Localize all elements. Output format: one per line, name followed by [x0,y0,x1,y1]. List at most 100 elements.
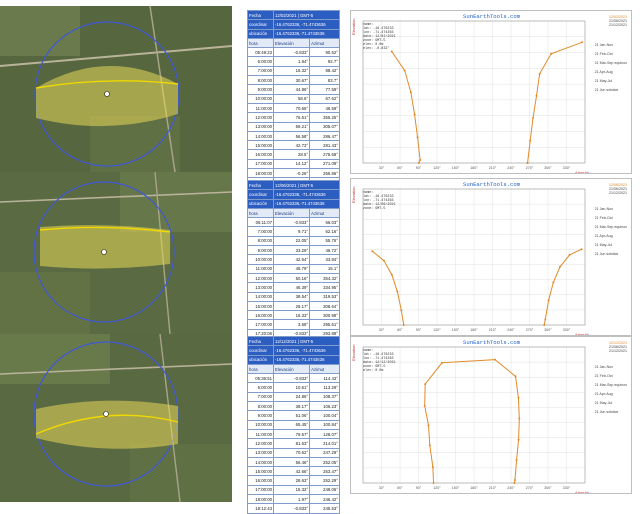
time-cell: 7:00:00 [246,391,275,403]
azimuth-tick-label: 240° [507,166,515,170]
elevation-cell: 22.05° [273,235,311,247]
table-row: 8:00:00 38.17° 106.23° [246,401,340,412]
elevation-cell: -0.833° [273,503,311,514]
azimuth-cell: 246.42° [309,494,340,505]
info-line: elev: 0.0m [363,43,384,47]
azimuth-cell: 88.42° [309,65,340,77]
azimuth-cell: 46.59° [309,102,340,114]
info-line: zone: GMT-5 [363,365,386,369]
info-line: name: [363,191,374,195]
y-axis-label: Elevation [351,187,356,203]
fecha-label: Fecha [246,9,275,21]
month-label: 21 Jan-Nov [594,207,614,211]
elevation-cell: 50.16° [273,272,311,284]
month-label: 21 Jan-Nov [594,365,614,369]
elevation-cell: 3.68° [273,319,311,330]
hourly-sun-point [409,91,412,94]
legend-item: 21/06/2021 [609,19,627,23]
azimuth-tick-label: 330° [563,486,571,490]
table-row: 11:00:00 48.79° 15.1° [246,263,340,274]
hourly-sun-point [390,273,393,276]
column-header-azimut: Azimut [309,207,340,219]
azimuth-tick-label: 150° [452,166,460,170]
time-cell: 9:00:00 [246,84,275,95]
azimuth-cell: 128.07° [309,428,340,440]
sun-path-diagram: 30° 60° 90° 120° 150° 180° 210° 240° 270° 300° 330… [351,19,589,174]
hourly-sun-point [396,290,399,293]
column-header-hora: hora [246,37,275,49]
hourly-sun-point [526,162,529,164]
fecha-value: 12/12/2021 | GMT-5 [273,335,340,347]
elevation-cell: 9.71° [273,226,311,237]
azimuth-cell: 114.43° [309,373,340,384]
elevation-cell: 42.64° [273,254,311,265]
sun-position-table-2: Fecha 12/06/2021 | GMT-5 coordinar -16.476… [246,179,340,340]
elevation-cell: 28.5° [273,149,311,160]
sun-position-table-3: Fecha 12/12/2021 | GMT-5 coordinar -16.476… [246,335,340,514]
column-header-elevacion: Elevación [273,207,311,219]
hourly-sun-point [550,52,553,55]
azimuth-cell: 83.7° [309,75,340,86]
elevation-cell: 65.45° [273,419,311,430]
hourly-sun-point [581,41,584,44]
column-header-azimut: Azimut [309,363,340,375]
azimuth-tick-label: 120° [433,328,441,332]
month-label: 21 Apr-Aug [594,70,613,74]
month-label: 21 May-Jul [594,401,613,405]
azimuth-tick-label: 270° [526,166,534,170]
azimuth-tick-label: 240° [507,328,515,332]
fecha-value: 12/06/2021 | GMT-5 [273,179,340,191]
month-label: 21 Jun solstice [594,410,619,414]
table-row: 6:00:00 1.94° 92.7° [246,56,340,67]
elevation-cell: 76.51° [273,112,311,123]
x-axis-label: Azimuth [575,171,589,174]
satellite-map-2 [0,172,232,334]
month-labels: 21 Jan-Nov 21 Feb-Oct 21 Mar-Sep equinox… [595,205,627,259]
azimuth-tick-label: 300° [544,166,552,170]
azimuth-cell: 355.25° [309,112,340,123]
table-row: 12:00:00 76.51° 355.25° [246,112,340,123]
time-cell: 6:00:00 [246,56,275,67]
fecha-label: Fecha [246,335,275,347]
legend-item: 12/06/2021 [609,183,627,187]
time-cell: 7:00:00 [246,226,275,237]
elevation-cell: 14.12° [273,158,311,170]
month-label: 21 Apr-Aug [594,392,613,396]
elevation-cell: 1.94° [273,56,311,67]
azimuth-cell: 247.29° [309,447,340,458]
azimuth-cell: 108.37° [309,391,340,403]
table-row: 14:00:00 38.54° 319.53° [246,291,340,302]
table-row: 8:00:00 22.05° 55.76° [246,235,340,247]
table-row: 7:00:00 9.71° 62.16° [246,226,340,237]
month-label: 21 Mar-Sep equinox [594,61,627,65]
azimuth-cell: 62.16° [309,226,340,237]
elevation-cell: 48.79° [273,263,311,274]
table-row: 16:00:00 28.63° 252.29° [246,475,340,486]
azimuth-tick-label: 330° [563,166,571,170]
time-cell: 7:00:00 [246,65,275,77]
elevation-cell: 38.54° [273,291,311,302]
site-label: SunEarthTools.com [463,339,521,346]
azimuth-cell: 106.23° [309,401,340,412]
x-axis-label: Azimuth [575,491,589,494]
azimuth-tick-label: 210° [489,486,497,490]
azimuth-tick-label: 210° [489,166,497,170]
time-cell: 15:00:00 [246,140,275,151]
legend-item: 21/12/2021 [609,23,627,27]
table-row: 15:00:00 42.73° 281.43° [246,140,340,151]
elevation-cell: 16.33° [273,310,311,321]
info-line: date: 12/06/2021 [363,203,396,207]
hourly-sun-point [371,250,374,253]
elevation-cell: 30.67° [273,75,311,86]
table-row: 17:00:00 15.32° 249.06° [246,484,340,496]
elevation-cell: 56.46° [273,456,311,468]
time-cell: 16:00:00 [246,475,275,486]
table-row: 10:00:00 58.6° 67.62° [246,93,340,104]
hourly-sun-point [544,318,547,321]
table-row: 16:00:00 16.33° 300.99° [246,310,340,321]
azimuth-cell: 275.69° [309,149,340,160]
azimuth-cell: 46.72° [309,245,340,256]
time-cell: 16:00:00 [246,310,275,321]
azimuth-cell: 100.84° [309,419,340,430]
azimuth-tick-label: 90° [416,166,422,170]
